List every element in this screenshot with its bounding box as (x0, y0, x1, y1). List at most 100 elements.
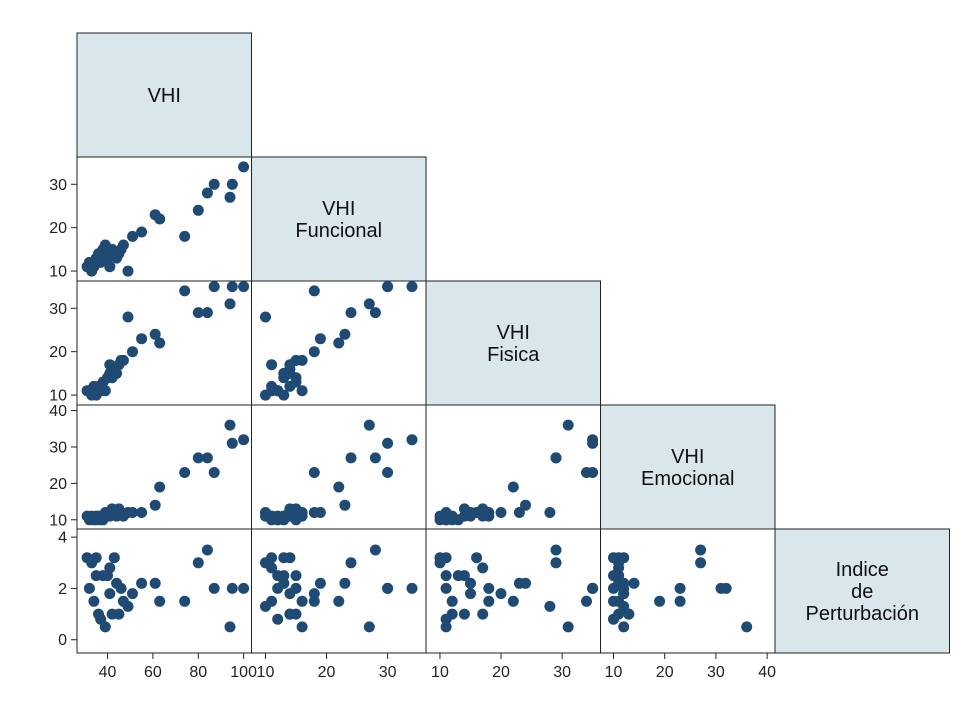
scatter-point-indice-fisica-9 (440, 621, 452, 633)
scatter-point-emocional-funcional-28 (363, 419, 375, 431)
scatter-point-emocional-fisica-13 (458, 503, 470, 515)
scatter-point-indice-funcional-28 (363, 621, 375, 633)
scatter-point-fisica-funcional-19 (260, 311, 271, 323)
scatter-point-indice-emocional-5 (608, 552, 619, 564)
scatter-point-indice-emocional-19 (618, 600, 630, 612)
scatter-point-funcional-vhi-26 (201, 187, 213, 199)
scatter-point-emocional-vhi-25 (192, 452, 204, 464)
scatter-point-emocional-funcional-27 (382, 467, 394, 478)
x-tick-label-vhi: 40 (99, 664, 117, 681)
scatter-point-fisica-funcional-28 (363, 298, 375, 310)
x-tick-label-funcional: 20 (318, 664, 336, 681)
scatter-point-fisica-vhi-19 (122, 311, 134, 323)
scatter-point-emocional-funcional-24 (308, 467, 320, 478)
scatter-point-indice-funcional-20 (308, 588, 320, 600)
scatter-point-indice-vhi-19 (122, 600, 134, 612)
scatter-point-indice-emocional-14 (618, 552, 630, 564)
scatter-point-indice-emocional-20 (618, 588, 630, 600)
scatter-point-indice-emocional-9 (618, 621, 630, 633)
scatter-point-indice-fisica-10 (458, 570, 470, 582)
scatter-point-funcional-vhi-21 (136, 226, 148, 238)
scatter-point-indice-funcional-7 (272, 613, 284, 625)
scatter-point-indice-funcional-14 (284, 552, 296, 564)
scatter-point-indice-vhi-17 (115, 582, 127, 594)
scatter-point-emocional-funcional-18 (296, 510, 308, 522)
scatter-point-indice-fisica-26 (550, 544, 562, 556)
scatter-point-indice-funcional-19 (260, 600, 271, 612)
scatter-point-indice-fisica-13 (458, 608, 470, 620)
scatter-point-indice-fisica-25 (550, 557, 562, 569)
diagonal-label-funcional: Funcional (295, 220, 382, 242)
scatter-cell-emocional-vs-fisica (425, 404, 601, 530)
scatter-point-funcional-vhi-25 (192, 204, 204, 216)
x-tick-label-funcional: 30 (379, 664, 397, 681)
x-tick-label-emocional: 10 (605, 664, 623, 681)
scatter-point-indice-funcional-24 (308, 595, 320, 607)
scatter-point-fisica-vhi-29 (226, 281, 238, 293)
x-tick-label-fisica: 20 (492, 664, 510, 681)
scatter-point-indice-funcional-17 (290, 582, 302, 594)
scatter-point-indice-funcional-10 (278, 570, 290, 582)
scatter-point-indice-emocional-12 (613, 562, 625, 574)
scatter-point-emocional-vhi-21 (136, 507, 148, 518)
scatter-point-emocional-vhi-22 (149, 499, 161, 511)
scatter-point-indice-emocional-24 (674, 595, 686, 607)
y-tick-label-indice: 4 (58, 530, 67, 547)
scatter-point-emocional-vhi-27 (208, 467, 220, 478)
scatter-point-fisica-funcional-20 (308, 346, 320, 358)
scatter-point-fisica-vhi-18 (117, 354, 129, 366)
scatter-point-emocional-funcional-26 (369, 452, 381, 464)
scatter-point-fisica-funcional-18 (296, 354, 308, 366)
scatter-point-indice-fisica-3 (446, 595, 458, 607)
scatter-point-emocional-vhi-28 (224, 419, 236, 431)
scatter-point-fisica-vhi-28 (224, 298, 236, 310)
scatter-point-indice-vhi-27 (208, 582, 220, 594)
scatter-point-funcional-vhi-20 (127, 230, 138, 242)
scatter-point-funcional-vhi-29 (226, 178, 238, 190)
scatter-cell-indice-vs-vhi (76, 528, 252, 654)
y-tick-label-funcional: 30 (49, 177, 67, 194)
scatter-point-indice-funcional-23 (333, 595, 345, 607)
x-tick-label-vhi: 80 (189, 664, 207, 681)
scatter-point-indice-funcional-18 (296, 595, 308, 607)
scatter-point-emocional-fisica-18 (483, 510, 495, 522)
scatter-point-indice-vhi-23 (154, 595, 166, 607)
diagonal-cell-fisica (425, 280, 601, 406)
diagonal-cell-vhi (76, 32, 252, 158)
scatter-point-indice-vhi-21 (136, 577, 148, 589)
scatter-point-fisica-funcional-25 (345, 307, 357, 319)
scatter-point-fisica-vhi-9 (99, 385, 111, 397)
scatter-point-fisica-vhi-24 (179, 285, 191, 297)
x-tick-label-vhi: 100 (230, 664, 257, 681)
scatter-point-emocional-funcional-23 (333, 481, 345, 493)
diagonal-label-indice: Perturbación (806, 603, 919, 625)
x-tick-label-fisica: 30 (553, 664, 571, 681)
scatter-point-indice-emocional-7 (608, 613, 619, 625)
scatter-point-emocional-fisica-21 (513, 507, 525, 518)
scatter-point-emocional-fisica-19 (544, 507, 556, 518)
scatter-point-emocional-fisica-9 (440, 507, 452, 518)
scatter-point-indice-fisica-17 (483, 582, 495, 594)
scatter-point-fisica-vhi-22 (149, 328, 161, 340)
scatter-point-indice-fisica-22 (520, 577, 531, 589)
scatter-point-indice-vhi-22 (149, 577, 161, 589)
scatter-point-emocional-funcional-22 (339, 499, 351, 511)
scatter-point-indice-funcional-15 (278, 577, 290, 589)
scatter-point-emocional-funcional-30 (406, 434, 418, 446)
scatter-point-indice-emocional-21 (618, 577, 630, 589)
scatter-point-emocional-funcional-21 (314, 507, 326, 518)
scatter-point-indice-funcional-8 (290, 570, 302, 582)
scatter-point-indice-funcional-9 (296, 621, 308, 633)
scatter-point-fisica-vhi-23 (154, 337, 166, 349)
scatter-point-indice-emocional-30 (720, 582, 732, 594)
scatter-point-fisica-funcional-23 (333, 337, 345, 349)
scatter-point-indice-vhi-24 (179, 595, 191, 607)
scatter-point-fisica-funcional-7 (272, 385, 284, 397)
y-tick-label-funcional: 10 (49, 264, 67, 281)
scatter-point-fisica-vhi-26 (201, 307, 213, 319)
scatter-point-emocional-vhi-29 (226, 437, 238, 449)
scatter-point-funcional-vhi-27 (208, 178, 220, 190)
diagonal-cell-indice (774, 528, 950, 654)
scatter-point-indice-emocional-27 (674, 582, 686, 594)
scatter-point-fisica-funcional-9 (296, 385, 308, 397)
